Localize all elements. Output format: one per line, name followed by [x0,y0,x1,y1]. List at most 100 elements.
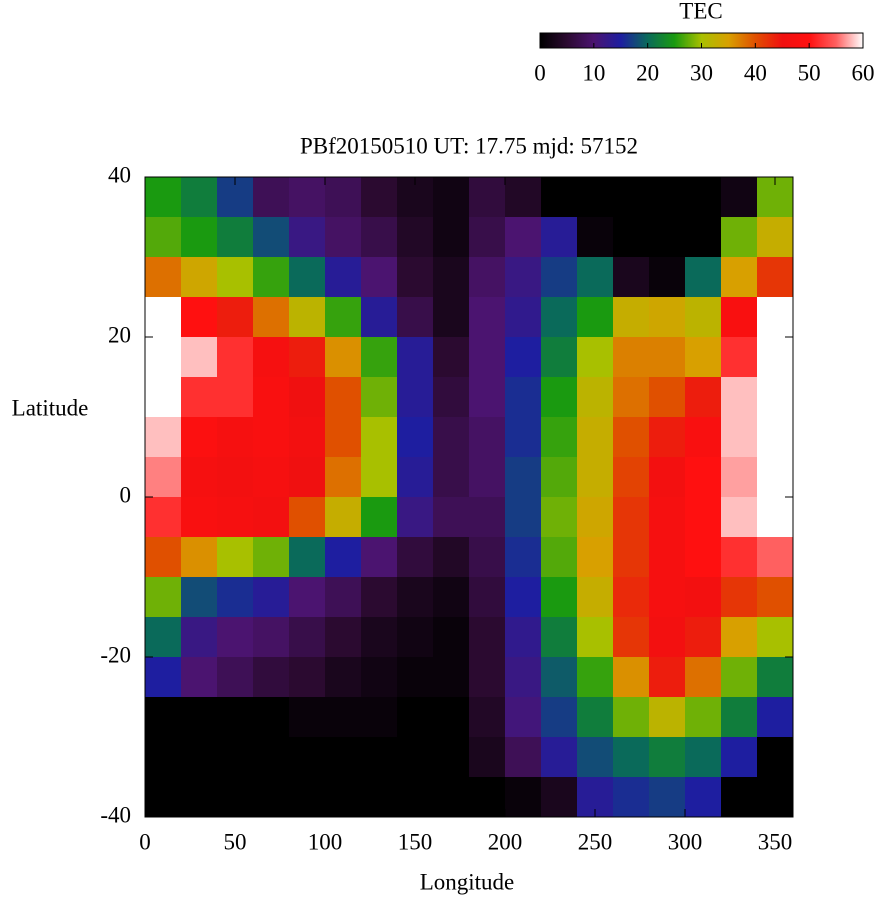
heatmap-cell [505,497,542,538]
heatmap-cell [289,697,326,738]
y-tick-label: 40 [108,162,131,187]
heatmap-cell [613,617,650,658]
heatmap-cell [145,417,182,458]
heatmap-cell [721,177,758,218]
heatmap-cell [433,297,470,338]
heatmap-cell [361,217,398,258]
heatmap-cell [757,417,794,458]
heatmap-cell [541,377,578,418]
heatmap-cell [649,577,686,618]
heatmap-cell [613,657,650,698]
heatmap-cell [469,257,506,298]
heatmap-cell [325,457,362,498]
heatmap-cell [217,737,254,778]
heatmap-cell [649,497,686,538]
heatmap-cell [721,697,758,738]
heatmap-cell [253,617,290,658]
heatmap-cell [541,497,578,538]
heatmap-cell [613,777,650,818]
heatmap-cell [361,777,398,818]
heatmap-cell [325,417,362,458]
heatmap-cell [685,697,722,738]
heatmap-cell [541,417,578,458]
colorbar-tick-label: 40 [744,60,767,85]
heatmap-cell [577,297,614,338]
x-tick-label: 50 [224,829,247,854]
heatmap-cell [433,697,470,738]
heatmap-cell [577,617,614,658]
heatmap-cell [145,577,182,618]
heatmap-cell [361,737,398,778]
heatmap-cell [325,257,362,298]
heatmap-cell [505,297,542,338]
x-axis-label: Longitude [420,869,515,894]
heatmap-cell [541,337,578,378]
heatmap-cell [469,617,506,658]
heatmap-cell [253,537,290,578]
heatmap-cell [433,177,470,218]
heatmap-cell [433,577,470,618]
heatmap-cell [181,737,218,778]
heatmap-cell [505,417,542,458]
heatmap-cell [577,337,614,378]
heatmap-cell [577,457,614,498]
heatmap-cell [253,217,290,258]
heatmap-cell [433,657,470,698]
heatmap-cell [541,577,578,618]
heatmap-cell [397,537,434,578]
heatmap-cell [649,297,686,338]
heatmap-cells [145,177,794,818]
heatmap-cell [541,737,578,778]
heatmap-cell [397,697,434,738]
heatmap-cell [649,417,686,458]
heatmap-cell [721,617,758,658]
colorbar-tick-label: 20 [636,60,659,85]
heatmap-cell [289,577,326,618]
heatmap-cell [325,497,362,538]
y-tick-label: 20 [108,322,131,347]
heatmap-cell [289,297,326,338]
heatmap-cell [289,257,326,298]
heatmap-cell [649,657,686,698]
heatmap-cell [361,577,398,618]
x-tick-label: 350 [758,829,793,854]
heatmap-cell [757,377,794,418]
heatmap-cell [397,617,434,658]
heatmap-cell [181,657,218,698]
heatmap-cell [721,497,758,538]
heatmap-cell [685,417,722,458]
x-tick-label: 100 [308,829,343,854]
heatmap-cell [577,217,614,258]
heatmap-cell [757,217,794,258]
heatmap-cell [613,737,650,778]
heatmap-cell [145,297,182,338]
heatmap-cell [145,657,182,698]
heatmap-cell [757,577,794,618]
heatmap-cell [721,257,758,298]
heatmap-cell [721,537,758,578]
heatmap-cell [253,377,290,418]
heatmap-cell [757,737,794,778]
heatmap-cell [361,297,398,338]
heatmap-cell [361,657,398,698]
heatmap-cell [649,737,686,778]
heatmap-cell [217,377,254,418]
heatmap-cell [505,337,542,378]
heatmap-cell [469,217,506,258]
heatmap-cell [397,337,434,378]
heatmap-cell [541,777,578,818]
heatmap-cell [361,617,398,658]
heatmap-cell [325,297,362,338]
heatmap-cell [181,257,218,298]
heatmap-cell [289,497,326,538]
heatmap-cell [685,657,722,698]
heatmap-cell [397,657,434,698]
heatmap-cell [541,457,578,498]
x-tick-label: 0 [139,829,151,854]
x-tick-label: 150 [398,829,433,854]
heatmap-cell [757,297,794,338]
heatmap-cell [289,377,326,418]
heatmap-cell [505,537,542,578]
heatmap-cell [361,337,398,378]
